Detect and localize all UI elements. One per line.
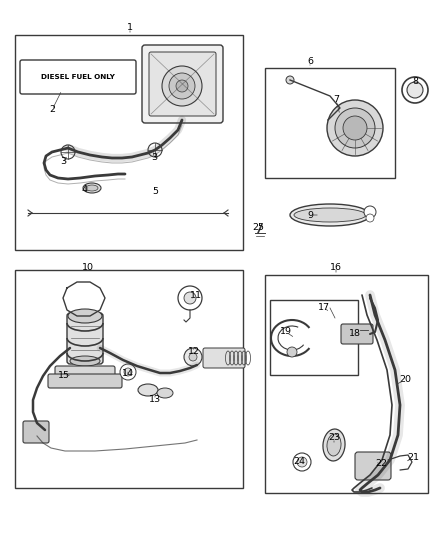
Ellipse shape: [294, 208, 366, 222]
Bar: [15, 270, 243, 488]
FancyBboxPatch shape: [203, 348, 245, 368]
Text: 1: 1: [127, 23, 133, 33]
Text: 13: 13: [149, 395, 161, 405]
Text: 19: 19: [280, 327, 292, 336]
Ellipse shape: [323, 429, 345, 461]
Text: 9: 9: [307, 211, 313, 220]
Text: 25: 25: [252, 223, 264, 232]
Text: 20: 20: [399, 376, 411, 384]
Text: 4: 4: [82, 185, 88, 195]
Text: 5: 5: [152, 188, 158, 197]
Text: 24: 24: [293, 457, 305, 466]
Ellipse shape: [68, 309, 102, 323]
Circle shape: [189, 353, 197, 361]
Text: 22: 22: [375, 459, 387, 469]
FancyBboxPatch shape: [55, 366, 115, 384]
Text: 18: 18: [349, 328, 361, 337]
Text: 16: 16: [330, 262, 342, 271]
FancyBboxPatch shape: [20, 60, 136, 94]
Circle shape: [184, 292, 196, 304]
FancyBboxPatch shape: [23, 421, 49, 443]
Circle shape: [364, 206, 376, 218]
Bar: [265, 275, 428, 493]
FancyBboxPatch shape: [355, 452, 391, 480]
Ellipse shape: [83, 183, 101, 193]
Text: 17: 17: [318, 303, 330, 312]
Text: 3: 3: [60, 157, 66, 166]
Circle shape: [287, 347, 297, 357]
Circle shape: [366, 214, 374, 222]
Circle shape: [335, 108, 375, 148]
Text: 12: 12: [188, 348, 200, 357]
Text: 10: 10: [82, 262, 94, 271]
Circle shape: [293, 453, 311, 471]
Circle shape: [148, 143, 162, 157]
Circle shape: [184, 348, 202, 366]
FancyBboxPatch shape: [142, 45, 223, 123]
Bar: [15, 35, 243, 250]
Circle shape: [286, 76, 294, 84]
Circle shape: [178, 286, 202, 310]
Circle shape: [407, 82, 423, 98]
Circle shape: [120, 364, 136, 380]
Circle shape: [297, 457, 307, 467]
FancyBboxPatch shape: [149, 52, 216, 116]
Circle shape: [162, 66, 202, 106]
Bar: [265, 68, 395, 178]
FancyBboxPatch shape: [48, 374, 122, 388]
Text: 23: 23: [328, 433, 340, 442]
FancyBboxPatch shape: [341, 324, 373, 344]
Ellipse shape: [138, 384, 158, 396]
FancyBboxPatch shape: [67, 313, 103, 364]
Circle shape: [169, 73, 195, 99]
Text: 15: 15: [58, 372, 70, 381]
Text: 11: 11: [190, 292, 202, 301]
Bar: [270, 300, 358, 375]
Circle shape: [327, 100, 383, 156]
Ellipse shape: [86, 185, 98, 191]
Circle shape: [61, 145, 75, 159]
Text: 6: 6: [307, 58, 313, 67]
Text: 3: 3: [151, 154, 157, 163]
Ellipse shape: [327, 434, 341, 456]
Ellipse shape: [290, 204, 370, 226]
Circle shape: [124, 368, 132, 376]
Circle shape: [402, 77, 428, 103]
Circle shape: [176, 80, 188, 92]
Text: 2: 2: [49, 106, 55, 115]
Text: 7: 7: [333, 95, 339, 104]
Circle shape: [343, 116, 367, 140]
Text: DIESEL FUEL ONLY: DIESEL FUEL ONLY: [41, 74, 115, 80]
Ellipse shape: [157, 388, 173, 398]
Text: 8: 8: [412, 77, 418, 86]
Text: 14: 14: [122, 369, 134, 378]
Text: 21: 21: [407, 454, 419, 463]
Ellipse shape: [70, 356, 100, 366]
